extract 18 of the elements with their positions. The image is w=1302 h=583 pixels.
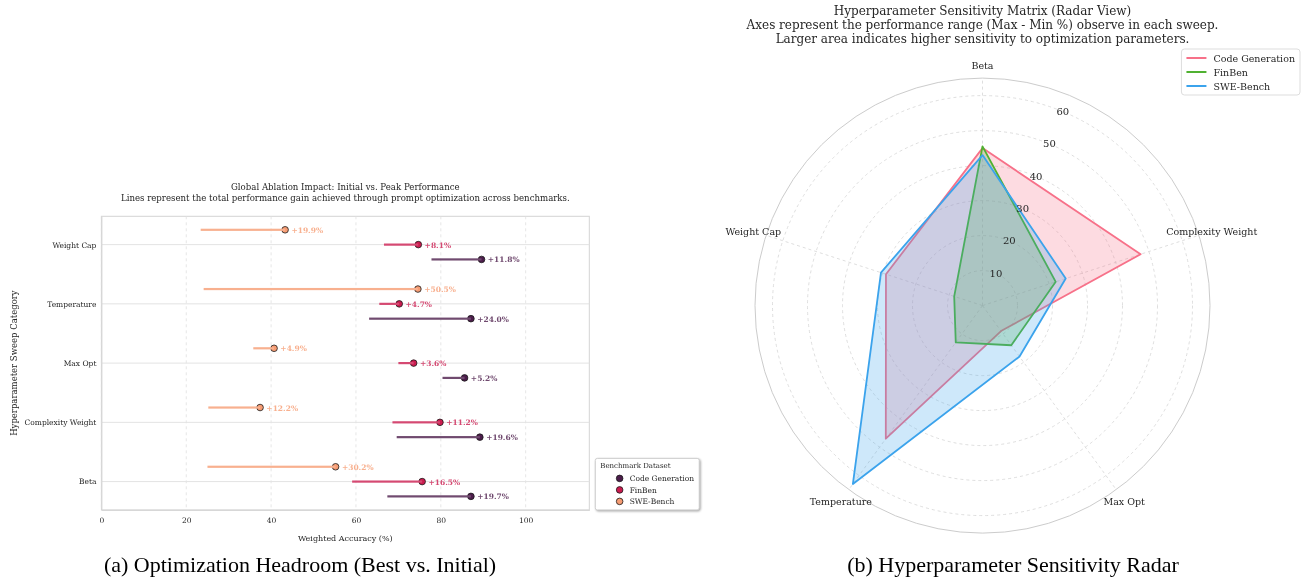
chart-title: Hyperparameter Sensitivity Matrix (Radar View): [833, 4, 1132, 18]
y-axis-title: Hyperparameter Sweep Category: [9, 290, 19, 436]
legend-label: FinBen: [1213, 66, 1248, 78]
y-tick-label: 50: [1043, 138, 1056, 150]
legend-label: SWE-Bench: [1213, 80, 1271, 92]
chart-subtitle: Axes represent the performance range (Max - Min %) observe in each sweep. Larger area indicates higher sensitivity to optimization parameters.: [745, 18, 1219, 47]
text: (b) Hyperparameter Sensitivity Radar: [847, 552, 1180, 577]
y-tick-label: 10: [989, 267, 1003, 279]
x-axis-title: Weighted Accuracy (%): [298, 533, 393, 543]
spoke-label: Weight Cap: [725, 225, 782, 237]
spoke-label: Max Opt: [1103, 495, 1146, 507]
legend-label: Code Generation: [1213, 52, 1295, 64]
chart-subtitle: Lines represent the total performance gain achieved through prompt optimization across benchmarks.: [120, 193, 570, 204]
chart-title: Global Ablation Impact: Initial vs. Peak Performance: [231, 182, 460, 192]
spoke-label: Temperature: [809, 495, 873, 507]
spoke-label: Complexity Weight: [1166, 225, 1258, 237]
spoke-label: Beta: [971, 59, 994, 71]
text: (a) Optimization Headroom (Best vs. Initial): [103, 552, 497, 577]
